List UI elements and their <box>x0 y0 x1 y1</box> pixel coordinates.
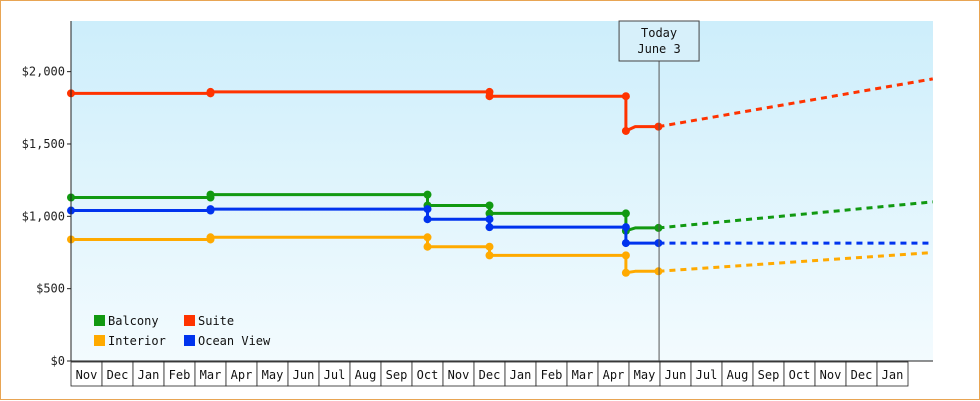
x-tick-label: Nov <box>448 368 470 382</box>
data-point-ocean-view <box>485 215 494 224</box>
x-month-cell <box>70 361 103 387</box>
x-month-cell <box>225 361 258 387</box>
data-point-interior <box>621 251 630 260</box>
data-point-interior <box>423 233 432 242</box>
legend-label-ocean-view: Ocean View <box>198 334 271 348</box>
legend-label-balcony: Balcony <box>108 314 159 328</box>
data-point-ocean-view <box>206 205 215 214</box>
x-tick-label: Sep <box>386 368 408 382</box>
x-tick-label: Nov <box>76 368 98 382</box>
x-month-cell <box>318 361 351 387</box>
today-label-line1: Today <box>641 26 677 40</box>
data-point-suite <box>621 126 630 135</box>
x-tick-label: Dec <box>851 368 873 382</box>
x-month-cell <box>876 361 909 387</box>
data-point-suite <box>621 92 630 101</box>
x-tick-label: Apr <box>603 368 625 382</box>
data-point-interior <box>485 242 494 251</box>
data-point-suite <box>654 122 663 131</box>
x-month-cell <box>566 361 599 387</box>
x-month-cell <box>504 361 537 387</box>
data-point-interior <box>485 251 494 260</box>
legend-label-suite: Suite <box>198 314 234 328</box>
data-point-balcony <box>654 223 663 232</box>
series-projection-balcony <box>658 200 933 230</box>
x-month-cell <box>442 361 475 387</box>
x-tick-label: Aug <box>355 368 377 382</box>
data-point-balcony <box>485 201 494 210</box>
x-tick-label: Oct <box>789 368 811 382</box>
data-point-interior <box>206 233 215 242</box>
x-month-cell <box>411 361 444 387</box>
x-month-cell <box>287 361 320 387</box>
today-box <box>618 20 700 62</box>
x-month-cell <box>163 361 196 387</box>
x-month-cell <box>101 361 134 387</box>
legend-label-interior: Interior <box>108 334 166 348</box>
data-point-balcony <box>206 190 215 199</box>
y-tick-label: $500 <box>36 282 65 296</box>
x-month-cell <box>194 361 227 387</box>
data-point-suite <box>206 87 215 96</box>
y-tick-label: $0 <box>51 354 65 368</box>
x-tick-label: Mar <box>200 368 222 382</box>
y-tick-label: $1,500 <box>22 137 65 151</box>
x-tick-label: Feb <box>169 368 191 382</box>
x-tick-label: Dec <box>107 368 129 382</box>
data-point-ocean-view <box>485 223 494 232</box>
x-tick-label: Sep <box>758 368 780 382</box>
x-tick-label: Jul <box>696 368 718 382</box>
x-tick-label: May <box>262 368 284 382</box>
x-tick-label: Jan <box>138 368 160 382</box>
x-tick-label: Apr <box>231 368 253 382</box>
x-month-cell <box>845 361 878 387</box>
data-point-suite <box>485 92 494 101</box>
data-point-ocean-view <box>621 239 630 248</box>
x-tick-label: Oct <box>417 368 439 382</box>
y-tick-label: $1,000 <box>22 209 65 223</box>
x-month-cell <box>380 361 413 387</box>
data-point-balcony <box>485 209 494 218</box>
x-month-cell <box>690 361 723 387</box>
data-point-interior <box>621 268 630 277</box>
series-projection-interior <box>658 250 933 273</box>
x-tick-label: Feb <box>541 368 563 382</box>
plot-area <box>71 21 933 361</box>
x-month-cell <box>628 361 661 387</box>
legend-swatch-suite <box>184 315 195 326</box>
data-point-ocean-view <box>423 205 432 214</box>
data-point-interior <box>654 267 663 276</box>
x-month-cell <box>721 361 754 387</box>
data-point-interior <box>423 242 432 251</box>
x-tick-label: Aug <box>727 368 749 382</box>
x-tick-label: May <box>634 368 656 382</box>
x-tick-label: Dec <box>479 368 501 382</box>
x-month-cell <box>783 361 816 387</box>
legend-swatch-ocean-view <box>184 335 195 346</box>
x-tick-label: Nov <box>820 368 842 382</box>
data-point-ocean-view <box>423 215 432 224</box>
x-month-cell <box>349 361 382 387</box>
x-tick-label: Jun <box>665 368 687 382</box>
y-tick-label: $2,000 <box>22 65 65 79</box>
x-tick-label: Jul <box>324 368 346 382</box>
x-tick-label: Jan <box>882 368 904 382</box>
today-label-line2: June 3 <box>637 42 680 56</box>
x-month-cell <box>814 361 847 387</box>
x-tick-label: Jun <box>293 368 315 382</box>
legend-swatch-interior <box>94 335 105 346</box>
data-point-ocean-view <box>654 239 663 248</box>
data-point-ocean-view <box>621 223 630 232</box>
data-point-balcony <box>621 209 630 218</box>
data-point-balcony <box>423 190 432 199</box>
x-tick-label: Mar <box>572 368 594 382</box>
series-projection-suite <box>658 77 934 129</box>
x-month-cell <box>535 361 568 387</box>
x-tick-label: Jan <box>510 368 532 382</box>
legend-swatch-balcony <box>94 315 105 326</box>
